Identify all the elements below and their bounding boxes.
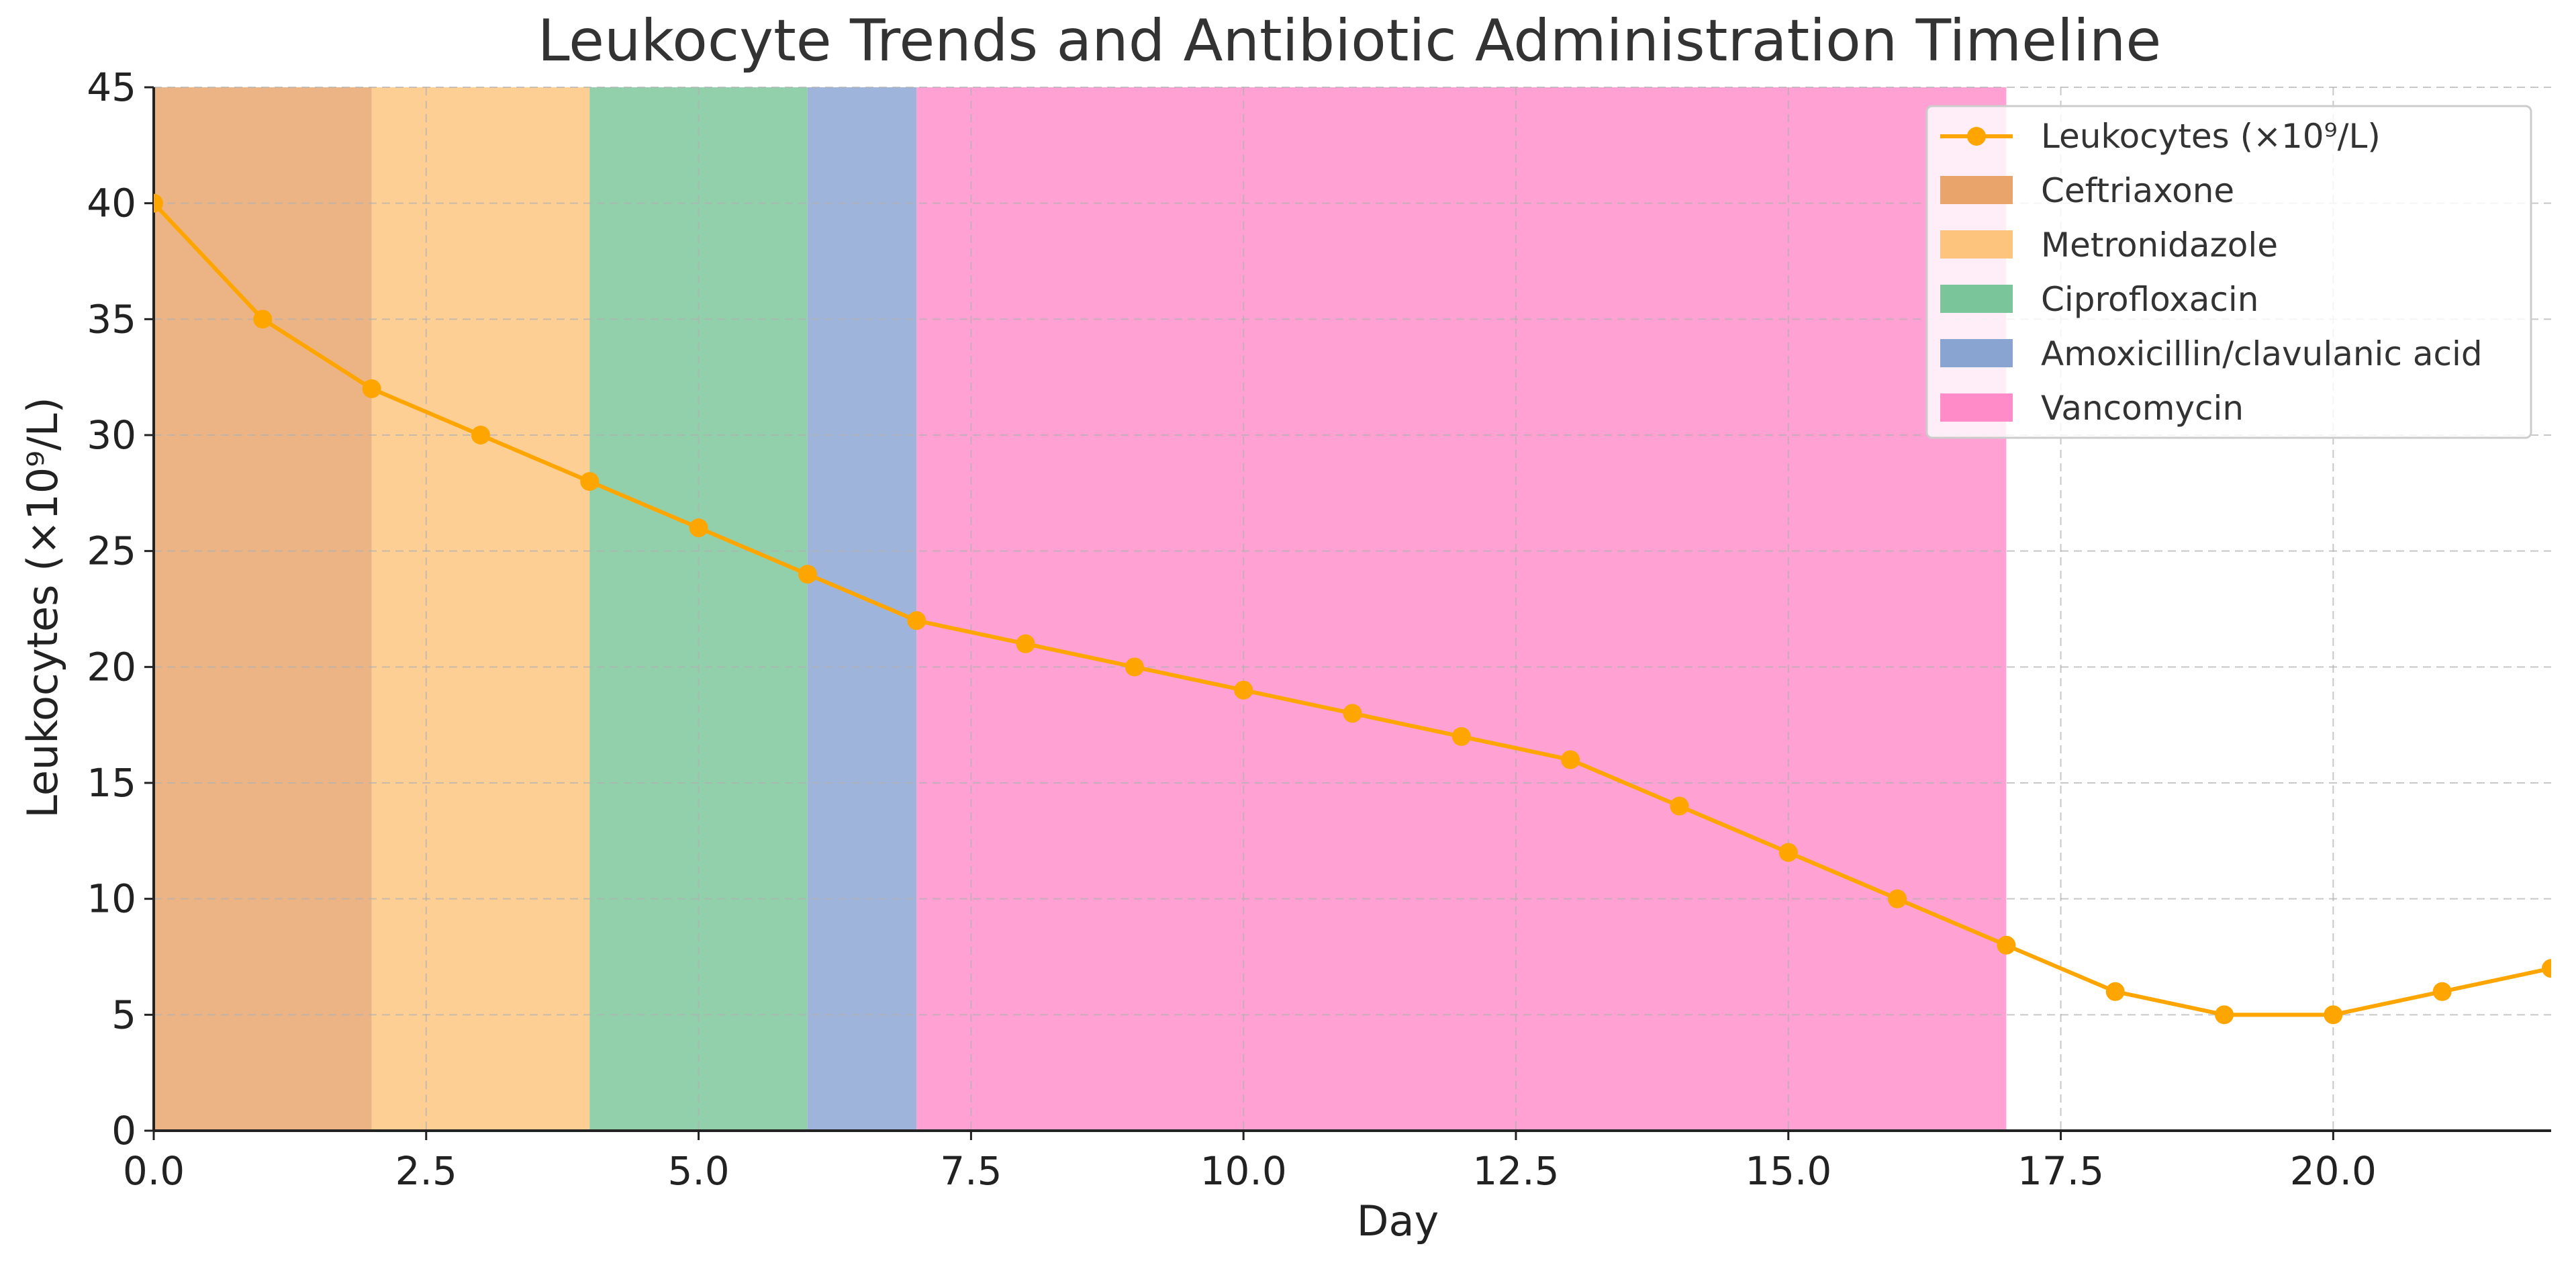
data-point bbox=[689, 518, 708, 538]
data-point bbox=[2542, 959, 2551, 978]
data-point bbox=[1234, 680, 1253, 700]
data-point bbox=[471, 426, 490, 444]
x-tick-label: 7.5 bbox=[940, 1148, 1002, 1194]
y-tick-label: 35 bbox=[87, 296, 136, 342]
data-point bbox=[1343, 704, 1362, 723]
data-point bbox=[798, 565, 817, 584]
x-tick-label: 17.5 bbox=[2017, 1148, 2104, 1194]
x-axis-label: Day bbox=[1357, 1196, 1439, 1246]
x-tick-label: 20.0 bbox=[2290, 1148, 2377, 1194]
x-tick-label: 12.5 bbox=[1472, 1148, 1559, 1194]
band-ceftriaxone bbox=[154, 87, 372, 1131]
data-point bbox=[1125, 657, 1144, 677]
data-point bbox=[2105, 982, 2125, 1001]
y-tick-label: 20 bbox=[87, 644, 136, 690]
y-tick-label: 25 bbox=[87, 528, 136, 574]
band-ciprofloxacin bbox=[589, 87, 808, 1131]
data-point bbox=[1451, 726, 1471, 746]
data-point bbox=[2324, 1005, 2343, 1025]
band-amoxicillin-clavulanic-acid bbox=[807, 87, 917, 1131]
band-vancomycin bbox=[916, 87, 2007, 1131]
legend-label: Leukocytes (×10⁹/L) bbox=[2041, 117, 2381, 156]
data-point bbox=[362, 379, 381, 398]
x-tick-label: 5.0 bbox=[667, 1148, 729, 1194]
y-tick-label: 5 bbox=[111, 992, 136, 1037]
legend-label: Amoxicillin/clavulanic acid bbox=[2041, 334, 2483, 373]
y-tick-label: 10 bbox=[87, 876, 136, 922]
y-tick-label: 45 bbox=[87, 64, 136, 110]
data-point bbox=[1778, 843, 1798, 862]
legend-label: Ciprofloxacin bbox=[2041, 280, 2258, 319]
legend-label: Vancomycin bbox=[2041, 389, 2244, 428]
legend-swatch bbox=[1940, 339, 2013, 367]
data-point bbox=[907, 611, 926, 630]
legend-box bbox=[1925, 105, 2532, 439]
x-tick-label: 10.0 bbox=[1200, 1148, 1287, 1194]
legend-swatch bbox=[1940, 230, 2013, 259]
data-point bbox=[154, 193, 163, 213]
legend: Leukocytes (×10⁹/L) Ceftriaxone Metronidaz… bbox=[1925, 105, 2532, 439]
x-tick-label: 15.0 bbox=[1745, 1148, 1831, 1194]
y-tick-label: 15 bbox=[87, 760, 136, 806]
legend-swatch bbox=[1940, 285, 2013, 313]
legend-label: Ceftriaxone bbox=[2041, 171, 2234, 210]
legend-swatch bbox=[1940, 393, 2013, 422]
data-point bbox=[580, 472, 600, 491]
data-point bbox=[253, 310, 273, 329]
legend-swatch bbox=[1940, 176, 2013, 204]
data-point bbox=[1670, 796, 1689, 816]
y-axis-label: Leukocytes (×10⁹/L) bbox=[18, 397, 67, 818]
data-point bbox=[1016, 634, 1035, 653]
data-point bbox=[1561, 750, 1580, 769]
antibiotic-bands bbox=[154, 87, 2007, 1131]
data-point bbox=[2215, 1005, 2234, 1025]
series-0 bbox=[154, 193, 2551, 1025]
x-tick-label: 0.0 bbox=[123, 1148, 185, 1194]
band-metronidazole bbox=[371, 87, 590, 1131]
data-point bbox=[2432, 982, 2452, 1001]
chart-title: Leukocyte Trends and Antibiotic Administ… bbox=[538, 7, 2162, 75]
legend-label: Metronidazole bbox=[2041, 226, 2278, 265]
y-tick-label: 0 bbox=[111, 1108, 136, 1154]
x-tick-label: 2.5 bbox=[395, 1148, 457, 1194]
y-tick-label: 30 bbox=[87, 412, 136, 458]
y-tick-label: 40 bbox=[87, 181, 136, 226]
plot-area: 0.0 2.5 5.0 7.5 10.0 12.5 15.0 17.5 20.0 0 5 10 15 20… bbox=[87, 64, 2551, 1194]
data-point bbox=[1997, 935, 2016, 955]
data-point bbox=[1888, 889, 1907, 908]
legend-marker-swatch bbox=[1967, 127, 1986, 146]
